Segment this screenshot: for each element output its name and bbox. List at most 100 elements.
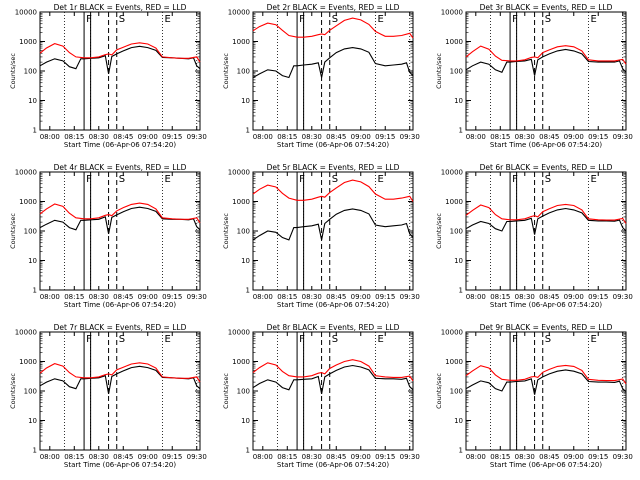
- event-flag-label: E: [590, 14, 596, 25]
- x-tick-label: 09:15: [588, 453, 608, 461]
- x-tick-label: 09:00: [564, 133, 584, 141]
- y-tick-label: 1000: [19, 198, 37, 206]
- plot-frame: [465, 171, 627, 291]
- x-tick-label: 08:30: [302, 293, 322, 301]
- x-axis-label: Start Time (06-Apr-06 07:54:20): [277, 141, 389, 149]
- y-tick-label: 10000: [228, 169, 250, 177]
- y-tick-label: 1000: [445, 198, 463, 206]
- x-tick-label: 09:00: [564, 293, 584, 301]
- plot-frame: [39, 11, 201, 131]
- x-tick-label: 09:15: [162, 133, 182, 141]
- y-tick-label: 10000: [441, 329, 463, 337]
- x-tick-label: 08:30: [89, 453, 109, 461]
- plot-frame: [39, 171, 201, 291]
- events-series-line: [39, 365, 201, 394]
- y-tick-label: 10: [28, 417, 37, 425]
- y-tick-label: 10: [241, 97, 250, 105]
- event-flag-label: S: [119, 174, 125, 185]
- x-tick-label: 09:30: [400, 133, 420, 141]
- events-series-line: [465, 369, 627, 395]
- y-axis-label: Counts/sec: [9, 53, 17, 89]
- events-series-line: [252, 47, 414, 79]
- y-tick-label: 1000: [445, 358, 463, 366]
- y-tick-label: 10: [454, 417, 463, 425]
- chart-panel-5: Det 5r BLACK = Events, RED = LLD 1 10 100 10…: [222, 163, 420, 309]
- x-tick-label: 08:15: [64, 133, 84, 141]
- x-tick-label: 08:15: [277, 293, 297, 301]
- event-flag-label: E: [164, 334, 170, 345]
- y-axis-label: Counts/sec: [9, 213, 17, 249]
- y-tick-label: 1000: [232, 358, 250, 366]
- lld-series-line: [39, 202, 201, 224]
- y-tick-label: 1: [459, 127, 463, 135]
- lld-series-line: [465, 203, 627, 224]
- x-axis-label: Start Time (06-Apr-06 07:54:20): [64, 301, 176, 309]
- event-flag-label: F: [299, 174, 305, 185]
- x-tick-label: 08:30: [302, 133, 322, 141]
- y-tick-label: 1: [33, 447, 37, 455]
- y-tick-label: 1000: [445, 38, 463, 46]
- x-tick-label: 08:30: [302, 453, 322, 461]
- x-tick-label: 08:45: [539, 453, 559, 461]
- x-tick-label: 08:30: [515, 293, 535, 301]
- y-tick-label: 100: [237, 228, 250, 236]
- x-tick-label: 08:15: [277, 133, 297, 141]
- y-tick-label: 10000: [15, 9, 37, 17]
- x-axis-label: Start Time (06-Apr-06 07:54:20): [277, 301, 389, 309]
- x-tick-label: 08:15: [64, 453, 84, 461]
- y-tick-label: 10: [28, 97, 37, 105]
- x-axis-label: Start Time (06-Apr-06 07:54:20): [490, 461, 602, 469]
- event-flag-label: F: [299, 14, 305, 25]
- events-series-line: [465, 48, 627, 76]
- y-tick-label: 100: [450, 68, 463, 76]
- y-tick-label: 1: [246, 447, 250, 455]
- x-tick-label: 08:30: [515, 133, 535, 141]
- event-flag-label: F: [86, 174, 92, 185]
- lld-series-line: [252, 17, 414, 39]
- x-tick-label: 09:15: [375, 293, 395, 301]
- x-tick-label: 09:00: [351, 133, 371, 141]
- chart-title: Det 1r BLACK = Events, RED = LLD: [54, 3, 187, 12]
- event-flag-label: S: [332, 14, 338, 25]
- x-tick-label: 08:00: [253, 133, 273, 141]
- x-tick-label: 09:30: [613, 453, 633, 461]
- x-tick-label: 09:15: [375, 453, 395, 461]
- event-flag-label: S: [332, 334, 338, 345]
- y-axis-label: Counts/sec: [222, 213, 230, 249]
- x-tick-label: 08:45: [539, 293, 559, 301]
- plot-frame: [39, 331, 201, 451]
- y-tick-label: 10000: [15, 169, 37, 177]
- y-tick-label: 100: [450, 228, 463, 236]
- y-tick-label: 10000: [228, 9, 250, 17]
- events-series-line: [39, 206, 201, 235]
- event-flag-label: F: [86, 14, 92, 25]
- y-tick-label: 100: [24, 388, 37, 396]
- event-flag-label: F: [299, 334, 305, 345]
- chart-title: Det 4r BLACK = Events, RED = LLD: [54, 163, 187, 172]
- x-tick-label: 08:00: [253, 453, 273, 461]
- chart-title: Det 3r BLACK = Events, RED = LLD: [480, 3, 613, 12]
- x-tick-label: 08:45: [113, 293, 133, 301]
- y-tick-label: 100: [237, 68, 250, 76]
- x-tick-label: 09:30: [613, 133, 633, 141]
- y-axis-label: Counts/sec: [435, 213, 443, 249]
- plot-frame: [252, 11, 414, 131]
- x-tick-label: 08:15: [64, 293, 84, 301]
- x-tick-label: 08:45: [326, 133, 346, 141]
- x-tick-label: 09:00: [138, 293, 158, 301]
- x-tick-label: 09:00: [138, 453, 158, 461]
- x-axis-label: Start Time (06-Apr-06 07:54:20): [490, 141, 602, 149]
- x-tick-label: 08:00: [40, 453, 60, 461]
- event-flag-label: E: [377, 334, 383, 345]
- y-tick-label: 1: [459, 447, 463, 455]
- y-tick-label: 100: [450, 388, 463, 396]
- x-tick-label: 08:45: [113, 133, 133, 141]
- y-tick-label: 100: [24, 228, 37, 236]
- event-flag-label: S: [545, 334, 551, 345]
- x-tick-label: 08:00: [466, 453, 486, 461]
- y-tick-label: 10: [241, 257, 250, 265]
- y-tick-label: 10: [28, 257, 37, 265]
- event-flag-label: E: [164, 174, 170, 185]
- event-flag-label: E: [377, 14, 383, 25]
